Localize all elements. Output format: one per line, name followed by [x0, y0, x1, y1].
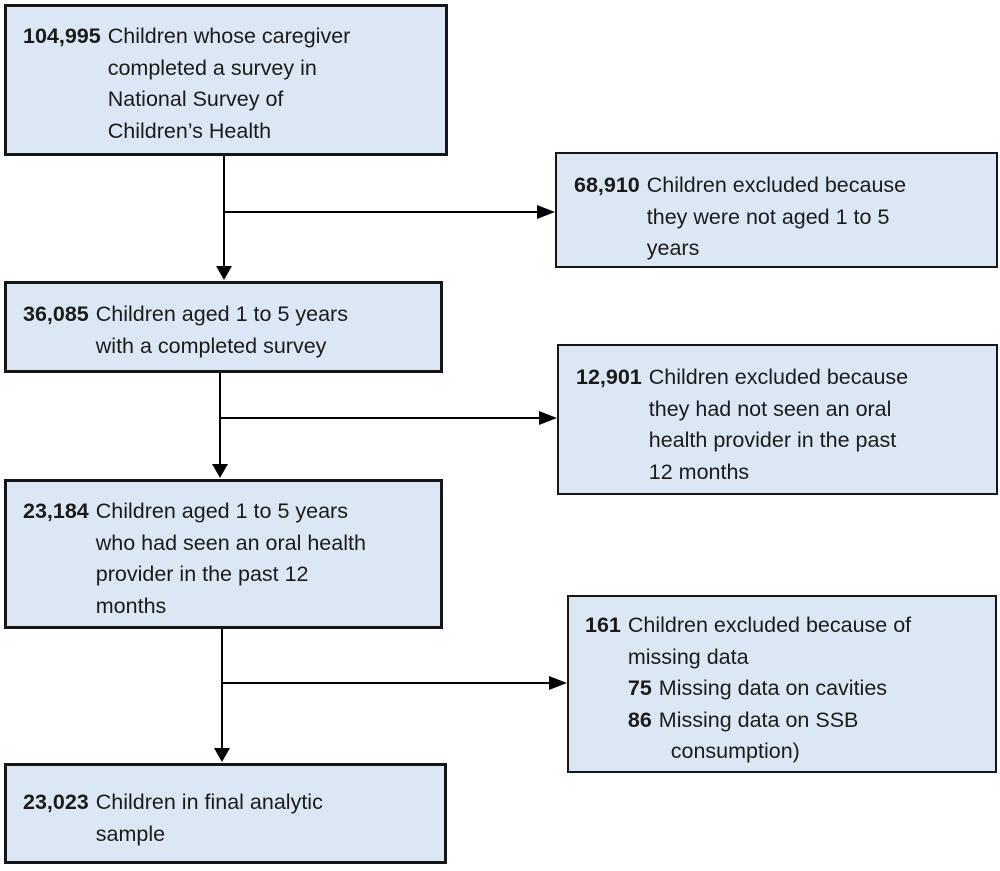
box-aged-1-5-label: Children aged 1 to 5 years with a comple…: [95, 302, 348, 358]
missing-ssb-label: Missing data on SSB consumption): [658, 707, 859, 764]
box-seen-oral-provider: 23,184 Children aged 1 to 5 years who ha…: [4, 479, 443, 629]
box-seen-oral-provider-label: Children aged 1 to 5 years who had seen …: [95, 499, 366, 618]
missing-cavities-label: Missing data on cavities: [658, 676, 888, 700]
arrowhead-down-1: [216, 266, 232, 280]
box-aged-1-5-completed-survey: 36,085 Children aged 1 to 5 years with a…: [4, 281, 443, 373]
box-final-analytic-sample: 23,023 Children in final analytic sample: [4, 763, 447, 864]
arrowhead-down-2: [212, 464, 228, 478]
box-final-analytic-sample-count: 23,023: [23, 790, 89, 814]
box-survey-total: 104,995 Children whose caregiver complet…: [4, 4, 448, 156]
box-final-analytic-sample-label: Children in final analytic sample: [95, 790, 323, 846]
arrowhead-down-3: [214, 748, 230, 762]
missing-ssb-row: 86 Missing data on SSB consumption): [628, 705, 911, 768]
box-excluded-not-aged-1-5: 68,910 Children excluded because they we…: [555, 152, 998, 268]
box-aged-1-5-count: 36,085: [23, 302, 89, 326]
box-excluded-no-oral-provider: 12,901 Children excluded because they ha…: [557, 344, 998, 495]
box-excluded-missing-data-details: Children excluded because of missing dat…: [628, 610, 911, 768]
missing-ssb-count: 86: [627, 707, 652, 732]
box-seen-oral-provider-count: 23,184: [23, 499, 89, 523]
arrowhead-right-2: [539, 411, 557, 425]
box-excluded-missing-data: 161 Children excluded because of missing…: [567, 595, 997, 773]
box-excluded-missing-data-count: 161: [585, 613, 621, 637]
box-survey-total-count: 104,995: [23, 24, 101, 48]
missing-cavities-count: 75: [627, 676, 652, 700]
box-excluded-not-aged-1-5-label: Children excluded because they were not …: [646, 173, 907, 260]
arrowhead-right-3: [549, 676, 567, 690]
box-excluded-not-aged-1-5-count: 68,910: [574, 173, 640, 197]
missing-cavities-row: 75 Missing data on cavities: [628, 673, 911, 705]
box-survey-total-label: Children whose caregiver completed a sur…: [107, 24, 351, 143]
box-excluded-missing-data-label: Children excluded because of missing dat…: [627, 613, 912, 669]
arrowhead-right-1: [537, 205, 555, 219]
box-excluded-no-oral-provider-count: 12,901: [576, 365, 642, 389]
box-excluded-no-oral-provider-label: Children excluded because they had not s…: [648, 365, 909, 484]
